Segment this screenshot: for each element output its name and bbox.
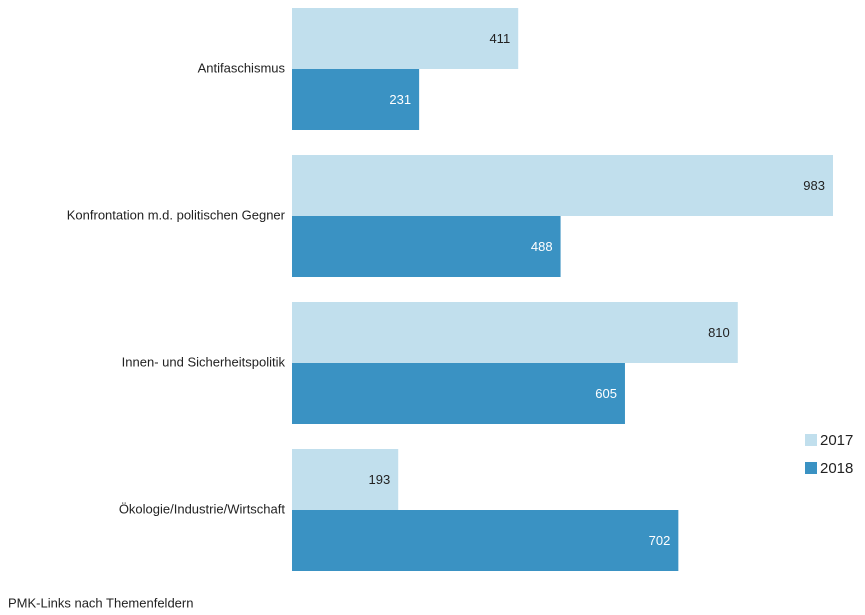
- bar: [292, 449, 399, 510]
- value-label: 231: [389, 92, 411, 107]
- value-label: 488: [531, 239, 553, 254]
- category-label: Konfrontation m.d. politischen Gegner: [67, 207, 286, 222]
- bar: [292, 302, 738, 363]
- value-label: 605: [595, 386, 617, 401]
- value-label: 983: [803, 178, 825, 193]
- bar: [292, 216, 561, 277]
- caption: PMK-Links nach Themenfeldern: [8, 595, 193, 610]
- legend-label: 2017: [820, 432, 853, 449]
- value-label: 810: [708, 325, 730, 340]
- value-label: 702: [649, 533, 671, 548]
- legend-swatch: [805, 434, 817, 446]
- value-label: 411: [489, 31, 510, 46]
- category-label: Ökologie/Industrie/Wirtschaft: [119, 501, 286, 516]
- category-label: Antifaschismus: [198, 60, 286, 75]
- legend-label: 2018: [820, 460, 853, 477]
- bar: [292, 155, 833, 216]
- bar: [292, 510, 679, 571]
- bar: [292, 69, 420, 130]
- legend-swatch: [805, 462, 817, 474]
- category-label: Innen- und Sicherheitspolitik: [122, 354, 286, 369]
- bar: [292, 363, 625, 424]
- value-label: 193: [369, 472, 391, 487]
- bar: [292, 8, 519, 69]
